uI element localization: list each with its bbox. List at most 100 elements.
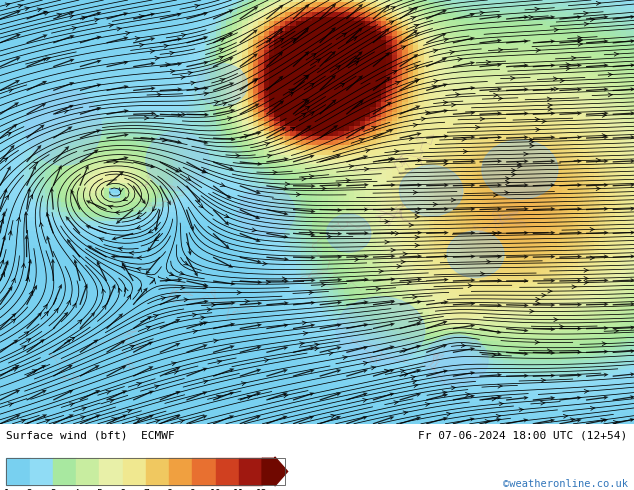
FancyArrowPatch shape xyxy=(536,128,540,131)
FancyArrowPatch shape xyxy=(302,321,307,325)
FancyArrowPatch shape xyxy=(303,331,308,335)
FancyArrowPatch shape xyxy=(476,125,480,129)
FancyArrowPatch shape xyxy=(499,402,503,406)
FancyArrowPatch shape xyxy=(407,280,411,284)
FancyArrowPatch shape xyxy=(112,417,117,421)
FancyArrowPatch shape xyxy=(462,343,466,347)
FancyArrowPatch shape xyxy=(152,279,155,284)
FancyArrowPatch shape xyxy=(517,162,521,166)
FancyArrowPatch shape xyxy=(443,100,448,104)
FancyArrowPatch shape xyxy=(217,360,222,364)
Bar xyxy=(239,458,262,485)
FancyArrowPatch shape xyxy=(566,67,571,71)
FancyArrowPatch shape xyxy=(262,262,268,266)
FancyArrowPatch shape xyxy=(139,15,144,19)
FancyArrowPatch shape xyxy=(154,114,158,118)
FancyArrowPatch shape xyxy=(82,16,87,20)
FancyArrowPatch shape xyxy=(169,272,174,276)
FancyArrowPatch shape xyxy=(541,378,546,382)
Text: 10: 10 xyxy=(210,489,221,490)
FancyArrowPatch shape xyxy=(413,123,418,127)
FancyArrowPatch shape xyxy=(602,134,607,138)
FancyArrowPatch shape xyxy=(432,85,437,89)
FancyArrowPatch shape xyxy=(0,219,4,223)
FancyArrowPatch shape xyxy=(301,113,306,117)
FancyArrowPatch shape xyxy=(296,193,301,196)
FancyArrowPatch shape xyxy=(529,144,534,148)
FancyArrowPatch shape xyxy=(450,50,455,54)
FancyArrowPatch shape xyxy=(392,71,396,74)
FancyArrowPatch shape xyxy=(8,89,13,93)
FancyArrowPatch shape xyxy=(578,36,582,40)
FancyArrowPatch shape xyxy=(541,294,547,297)
FancyArrowPatch shape xyxy=(554,28,559,32)
FancyArrowPatch shape xyxy=(493,231,497,235)
FancyArrowPatch shape xyxy=(498,97,503,100)
Text: ©weatheronline.co.uk: ©weatheronline.co.uk xyxy=(503,479,628,489)
FancyArrowPatch shape xyxy=(148,229,153,233)
FancyArrowPatch shape xyxy=(153,315,158,318)
FancyArrowPatch shape xyxy=(22,346,26,349)
FancyArrowPatch shape xyxy=(415,235,420,239)
FancyArrowPatch shape xyxy=(480,11,484,15)
FancyArrowPatch shape xyxy=(534,7,540,11)
FancyArrowPatch shape xyxy=(102,289,106,294)
FancyArrowPatch shape xyxy=(510,76,515,80)
FancyArrowPatch shape xyxy=(395,231,399,235)
FancyArrowPatch shape xyxy=(401,260,406,264)
FancyArrowPatch shape xyxy=(224,214,229,218)
FancyArrowPatch shape xyxy=(220,183,225,187)
FancyArrowPatch shape xyxy=(11,278,15,283)
FancyArrowPatch shape xyxy=(200,316,205,320)
FancyArrowPatch shape xyxy=(99,238,104,242)
FancyArrowPatch shape xyxy=(391,7,395,10)
FancyArrowPatch shape xyxy=(314,347,319,351)
FancyArrowPatch shape xyxy=(195,87,199,91)
FancyArrowPatch shape xyxy=(590,18,595,22)
FancyArrowPatch shape xyxy=(446,412,451,416)
FancyArrowPatch shape xyxy=(403,411,408,415)
FancyArrowPatch shape xyxy=(433,202,437,206)
Bar xyxy=(192,458,216,485)
FancyArrowPatch shape xyxy=(519,408,524,412)
FancyArrowPatch shape xyxy=(584,22,589,26)
FancyArrowPatch shape xyxy=(18,4,23,8)
FancyArrowPatch shape xyxy=(193,330,198,333)
FancyArrowPatch shape xyxy=(195,4,200,8)
FancyArrowPatch shape xyxy=(498,48,503,52)
Text: Surface wind (bft)  ECMWF: Surface wind (bft) ECMWF xyxy=(6,431,175,441)
FancyArrowPatch shape xyxy=(223,102,228,106)
FancyArrowPatch shape xyxy=(236,154,240,158)
FancyArrowPatch shape xyxy=(70,337,75,341)
FancyArrowPatch shape xyxy=(309,291,313,294)
FancyArrowPatch shape xyxy=(536,297,540,301)
FancyArrowPatch shape xyxy=(321,283,326,287)
FancyArrowPatch shape xyxy=(202,170,207,173)
Ellipse shape xyxy=(25,89,101,165)
FancyArrowPatch shape xyxy=(188,71,193,75)
FancyArrowPatch shape xyxy=(378,270,384,273)
FancyArrowPatch shape xyxy=(578,42,583,46)
Bar xyxy=(30,458,53,485)
FancyArrowPatch shape xyxy=(571,56,576,60)
FancyArrowPatch shape xyxy=(108,205,113,209)
FancyArrowPatch shape xyxy=(279,39,283,42)
FancyArrowPatch shape xyxy=(285,182,290,186)
FancyArrowPatch shape xyxy=(462,137,467,141)
FancyArrowPatch shape xyxy=(536,301,540,305)
FancyArrowPatch shape xyxy=(244,134,249,138)
FancyArrowPatch shape xyxy=(300,342,304,345)
FancyArrowPatch shape xyxy=(409,8,414,12)
FancyArrowPatch shape xyxy=(4,196,8,200)
FancyArrowPatch shape xyxy=(468,284,472,288)
FancyArrowPatch shape xyxy=(64,110,68,113)
FancyArrowPatch shape xyxy=(529,309,534,313)
Bar xyxy=(216,458,239,485)
FancyArrowPatch shape xyxy=(3,158,8,162)
FancyArrowPatch shape xyxy=(165,277,171,281)
FancyArrowPatch shape xyxy=(385,240,389,244)
FancyArrowPatch shape xyxy=(529,138,534,142)
FancyArrowPatch shape xyxy=(425,111,430,115)
FancyArrowPatch shape xyxy=(165,63,171,67)
FancyArrowPatch shape xyxy=(289,89,293,93)
